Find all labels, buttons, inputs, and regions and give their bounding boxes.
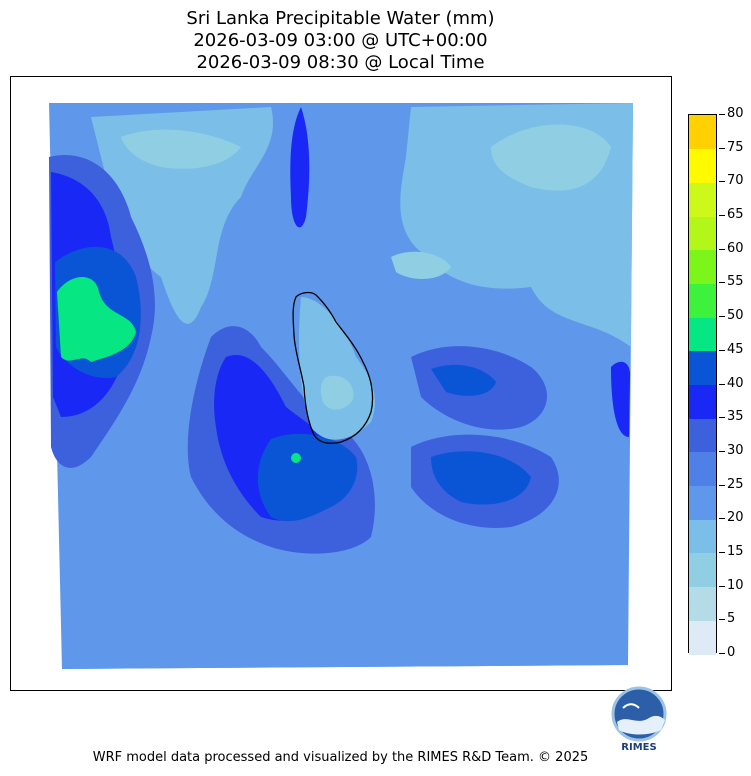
colorbar-tick-label: 0	[727, 645, 736, 660]
title-line-3: 2026-03-09 08:30 @ Local Time	[196, 52, 485, 73]
colorbar-tick	[719, 248, 725, 250]
colorbar-tick-label: 5	[727, 611, 736, 627]
colorbar-tick	[719, 585, 725, 587]
colorbar-tick-label: 25	[727, 476, 744, 492]
precipitable-water-map	[49, 103, 633, 669]
colorbar-tick	[719, 147, 725, 149]
colorbar-tick-label: 55	[727, 274, 744, 290]
contour-lighter-ne	[491, 124, 611, 191]
colorbar-tick	[719, 215, 725, 217]
colorbar-segment	[689, 418, 716, 453]
colorbar-tick	[719, 518, 725, 520]
colorbar-segment	[689, 148, 716, 183]
island-interior	[299, 297, 376, 440]
colorbar-segment	[689, 552, 716, 588]
contour-deep-east	[431, 364, 496, 396]
colorbar-tick	[719, 114, 725, 115]
colorbar-tick	[719, 181, 725, 183]
colorbar	[688, 114, 717, 655]
colorbar-tick-label: 70	[727, 173, 744, 189]
colorbar-segment	[689, 384, 716, 419]
sri-lanka-coastline	[292, 291, 374, 444]
contour-lighter-nw	[121, 129, 241, 169]
colorbar-segment	[689, 485, 716, 520]
colorbar-segment	[689, 586, 716, 621]
colorbar-segment	[689, 182, 716, 217]
colorbar-segment	[689, 115, 716, 150]
colorbar-tick	[719, 383, 725, 385]
footer-credit: WRF model data processed and visualized …	[92, 750, 589, 765]
title-line-1: Sri Lanka Precipitable Water (mm)	[186, 8, 495, 29]
colorbar-tick	[719, 450, 725, 452]
colorbar-tick-label: 40	[727, 375, 744, 391]
colorbar-tick-label: 45	[727, 341, 744, 357]
colorbar-tick	[719, 551, 725, 553]
colorbar-segment	[689, 249, 716, 284]
colorbar-tick-label: 30	[727, 442, 744, 458]
colorbar-tick-label: 10	[727, 577, 744, 593]
rimes-logo: RIMES	[609, 686, 669, 756]
colorbar-tick	[719, 282, 725, 284]
contour-light-nw	[91, 107, 274, 324]
colorbar-segment	[689, 317, 716, 352]
rimes-emblem-icon	[611, 686, 667, 742]
colorbar-tick-label: 20	[727, 510, 744, 526]
island-core	[320, 375, 354, 410]
colorbar-tick	[719, 316, 725, 318]
contour-high-spot	[291, 453, 301, 463]
colorbar-tick	[719, 484, 725, 486]
colorbar-segment	[689, 350, 716, 385]
colorbar-segment	[689, 283, 716, 318]
colorbar-tick	[719, 619, 725, 621]
contour-deep-north	[290, 107, 310, 228]
contour-mid-central	[257, 433, 358, 522]
colorbar-tick-label: 50	[727, 308, 744, 324]
colorbar-tick-label: 60	[727, 240, 744, 256]
colorbar-segment	[689, 216, 716, 251]
colorbar-tick	[719, 653, 725, 654]
contour-light-ne-2	[391, 251, 451, 279]
map-frame: RIMES	[10, 76, 672, 753]
colorbar-tick-label: 75	[727, 139, 744, 155]
title-line-2: 2026-03-09 03:00 @ UTC+00:00	[193, 30, 488, 51]
contour-light-south	[61, 505, 628, 669]
colorbar-segment	[689, 620, 716, 655]
colorbar-segment	[689, 519, 716, 554]
colorbar-tick-label: 15	[727, 543, 744, 559]
colorbar-tick	[719, 349, 725, 351]
contour-deep-se	[431, 451, 531, 505]
contour-high-west	[57, 277, 136, 362]
logo-text: RIMES	[621, 742, 657, 753]
colorbar-tick-label: 80	[727, 106, 744, 121]
contour-deep-far-east	[611, 361, 631, 437]
colorbar-tick-label: 65	[727, 207, 744, 223]
colorbar-tick-label: 35	[727, 409, 744, 425]
colorbar-tick	[719, 417, 725, 419]
colorbar-segment	[689, 451, 716, 487]
